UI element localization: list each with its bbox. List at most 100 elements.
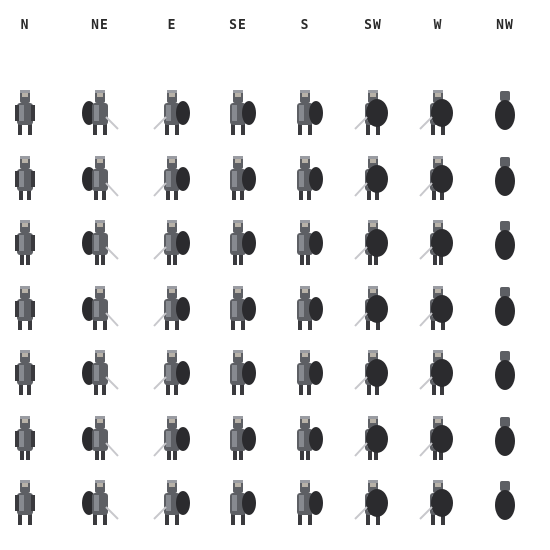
knight-sprite-e-frame-3 — [152, 215, 192, 269]
knight-sprite-e-frame-7 — [152, 475, 192, 529]
knight-icon — [495, 481, 515, 520]
knight-icon — [153, 416, 190, 460]
knight-sprite-sw-frame-4 — [353, 280, 393, 334]
knight-icon — [419, 480, 453, 525]
knight-icon — [82, 90, 119, 135]
knight-sprite-e-frame-6 — [152, 410, 192, 464]
knight-icon — [297, 90, 323, 135]
knight-sprite-nw-frame-2 — [485, 150, 525, 204]
knight-icon — [419, 416, 453, 460]
knight-icon — [419, 286, 453, 330]
knight-sprite-nw-frame-6 — [485, 410, 525, 464]
knight-icon — [495, 417, 515, 456]
knight-icon — [153, 156, 190, 200]
knight-sprite-s-frame-3 — [285, 215, 325, 269]
knight-sprite-s-frame-6 — [285, 410, 325, 464]
knight-icon — [82, 350, 119, 395]
knight-sprite-w-frame-2 — [418, 150, 458, 204]
knight-icon — [354, 416, 388, 460]
direction-label-nw: NW — [496, 18, 514, 33]
knight-sprite-n-frame-2 — [5, 150, 45, 204]
knight-icon — [354, 156, 388, 200]
knight-sprite-sw-frame-2 — [353, 150, 393, 204]
knight-icon — [82, 220, 119, 265]
knight-icon — [495, 221, 515, 260]
knight-sprite-ne-frame-6 — [80, 410, 120, 464]
sprite-sheet-grid — [0, 85, 550, 550]
knight-icon — [297, 220, 323, 265]
direction-label-se: SE — [229, 18, 247, 33]
knight-icon — [230, 416, 256, 460]
knight-sprite-nw-frame-7 — [485, 475, 525, 529]
knight-icon — [354, 90, 388, 135]
knight-sprite-s-frame-5 — [285, 345, 325, 399]
knight-icon — [153, 220, 190, 265]
knight-icon — [82, 480, 119, 525]
knight-sprite-ne-frame-1 — [80, 85, 120, 139]
knight-sprite-ne-frame-5 — [80, 345, 120, 399]
knight-sprite-n-frame-4 — [5, 280, 45, 334]
knight-sprite-nw-frame-5 — [485, 345, 525, 399]
knight-sprite-w-frame-5 — [418, 345, 458, 399]
knight-sprite-se-frame-4 — [218, 280, 258, 334]
knight-sprite-se-frame-5 — [218, 345, 258, 399]
knight-icon — [419, 90, 453, 135]
knight-icon — [354, 350, 388, 395]
knight-icon — [297, 480, 323, 525]
knight-sprite-se-frame-6 — [218, 410, 258, 464]
knight-icon — [495, 91, 515, 130]
direction-header: N NE E SE S SW W NW — [0, 18, 550, 38]
knight-sprite-n-frame-3 — [5, 215, 45, 269]
knight-sprite-nw-frame-3 — [485, 215, 525, 269]
direction-label-sw: SW — [364, 18, 382, 33]
knight-sprite-e-frame-5 — [152, 345, 192, 399]
direction-label-e: E — [167, 18, 177, 33]
knight-icon — [297, 286, 323, 330]
knight-icon — [495, 287, 515, 326]
knight-sprite-n-frame-5 — [5, 345, 45, 399]
direction-label-w: W — [433, 18, 443, 33]
knight-icon — [297, 156, 323, 200]
knight-icon — [354, 286, 388, 330]
knight-sprite-w-frame-3 — [418, 215, 458, 269]
knight-sprite-e-frame-1 — [152, 85, 192, 139]
knight-icon — [15, 416, 35, 460]
knight-icon — [230, 156, 256, 200]
direction-label-n: N — [20, 18, 30, 33]
knight-sprite-se-frame-7 — [218, 475, 258, 529]
knight-icon — [15, 286, 35, 330]
knight-sprite-w-frame-4 — [418, 280, 458, 334]
knight-sprite-ne-frame-3 — [80, 215, 120, 269]
knight-icon — [153, 480, 190, 525]
knight-icon — [15, 156, 35, 200]
knight-icon — [153, 350, 190, 395]
knight-sprite-ne-frame-7 — [80, 475, 120, 529]
knight-sprite-sw-frame-7 — [353, 475, 393, 529]
knight-icon — [495, 157, 515, 196]
knight-icon — [15, 350, 35, 395]
knight-icon — [15, 90, 35, 135]
knight-icon — [297, 416, 323, 460]
direction-label-s: S — [300, 18, 310, 33]
knight-sprite-e-frame-2 — [152, 150, 192, 204]
knight-sprite-sw-frame-6 — [353, 410, 393, 464]
knight-icon — [15, 480, 35, 525]
knight-sprite-w-frame-6 — [418, 410, 458, 464]
knight-sprite-nw-frame-1 — [485, 85, 525, 139]
knight-sprite-e-frame-4 — [152, 280, 192, 334]
knight-icon — [230, 480, 256, 525]
knight-sprite-se-frame-2 — [218, 150, 258, 204]
knight-icon — [82, 286, 119, 330]
knight-sprite-s-frame-4 — [285, 280, 325, 334]
knight-sprite-s-frame-2 — [285, 150, 325, 204]
knight-sprite-w-frame-1 — [418, 85, 458, 139]
knight-icon — [230, 220, 256, 265]
knight-icon — [230, 286, 256, 330]
knight-sprite-n-frame-6 — [5, 410, 45, 464]
knight-icon — [354, 220, 388, 265]
direction-label-ne: NE — [91, 18, 109, 33]
knight-icon — [153, 286, 190, 330]
knight-icon — [419, 156, 453, 200]
knight-sprite-n-frame-7 — [5, 475, 45, 529]
knight-icon — [153, 90, 190, 135]
